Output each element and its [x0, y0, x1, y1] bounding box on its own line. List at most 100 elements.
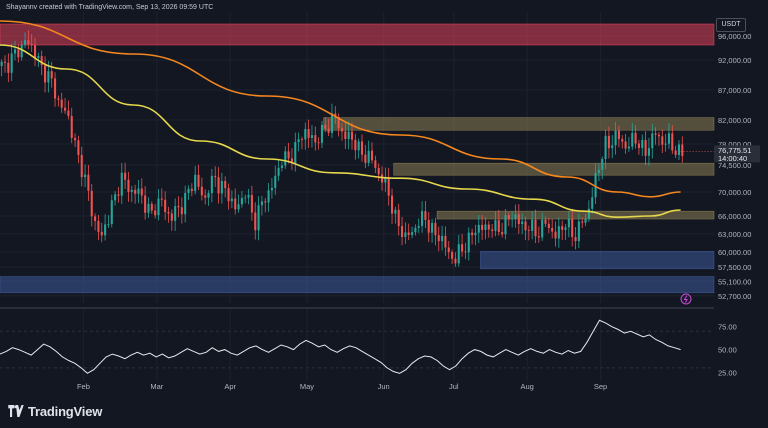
- candle-body: [140, 188, 143, 196]
- price-zone: [393, 162, 715, 176]
- candle-body: [344, 131, 347, 139]
- candle-body: [631, 132, 634, 147]
- candle-body: [354, 139, 357, 151]
- candle-body: [407, 232, 410, 235]
- time-tick-label: Mar: [150, 382, 163, 391]
- price-tick-label: 63,000.00: [718, 230, 751, 239]
- candle-body: [320, 124, 324, 143]
- price-tick-label: 52,700.00: [718, 292, 751, 301]
- price-tick-label: 70,000.00: [718, 188, 751, 197]
- candle-body: [507, 215, 510, 220]
- candle-body: [401, 226, 404, 237]
- candle-body: [454, 258, 457, 264]
- candle-body: [234, 198, 237, 210]
- candle-body: [297, 139, 300, 143]
- candle-body: [427, 219, 430, 233]
- candle-body: [441, 235, 444, 242]
- rsi-tick-label: 75.00: [718, 323, 737, 332]
- time-axis[interactable]: Feb Mar Apr May Jun Jul Aug Sep: [0, 380, 768, 394]
- candle-body: [501, 232, 504, 235]
- candle-body: [377, 167, 380, 175]
- candle-body: [33, 45, 37, 58]
- candle-body: [347, 131, 350, 139]
- rsi-tick-label: 50.00: [718, 346, 737, 355]
- candle-body: [591, 197, 594, 209]
- candle-body: [571, 218, 574, 238]
- price-tick-label: 87,000.00: [718, 86, 751, 95]
- candle-body: [681, 144, 684, 156]
- candle-body: [314, 135, 317, 143]
- candle-body: [287, 151, 290, 159]
- candle-body: [564, 227, 567, 230]
- pane-divider[interactable]: [0, 307, 714, 309]
- candle-body: [180, 207, 183, 215]
- price-zone: [0, 276, 715, 294]
- candle-body: [644, 139, 647, 156]
- candle-body: [461, 244, 464, 252]
- candle-body: [404, 232, 407, 237]
- candle-body: [421, 211, 424, 226]
- candle-body: [164, 199, 167, 212]
- candle-body: [13, 49, 17, 54]
- candle-body: [300, 139, 303, 140]
- candle-body: [224, 180, 227, 189]
- candle-body: [94, 216, 97, 222]
- price-tick-label: 57,500.00: [718, 263, 751, 272]
- alert-icon-bolt: [683, 295, 688, 303]
- candle-body: [611, 145, 614, 149]
- candle-body: [257, 205, 260, 231]
- candle-body: [120, 172, 123, 196]
- candle-body: [244, 197, 247, 199]
- candle-body: [541, 219, 544, 238]
- candle-body: [531, 219, 534, 231]
- candle-body: [577, 221, 580, 242]
- candle-body: [517, 214, 520, 225]
- candle-body: [54, 78, 57, 99]
- candle-body: [284, 151, 287, 166]
- candle-body: [647, 148, 650, 156]
- candle-body: [104, 224, 107, 236]
- alert-icon[interactable]: [680, 293, 692, 305]
- candle-body: [397, 209, 400, 227]
- candle-body: [317, 142, 320, 144]
- candle-body: [210, 175, 213, 194]
- candle-body: [307, 129, 310, 138]
- candle-body: [380, 174, 384, 183]
- candle-body: [624, 141, 627, 149]
- candle-body: [581, 221, 584, 223]
- price-tick-label: 66,000.00: [718, 212, 751, 221]
- currency-selector[interactable]: USDT: [716, 18, 746, 32]
- candle-body: [337, 117, 340, 129]
- candle-body: [390, 195, 394, 214]
- candle-body: [220, 180, 223, 194]
- candle-body: [167, 211, 170, 214]
- candle-body: [327, 128, 330, 133]
- candle-body: [130, 189, 133, 192]
- candle-body: [457, 244, 460, 264]
- candle-body: [671, 133, 674, 151]
- candle-body: [23, 40, 27, 45]
- price-chart[interactable]: 96,000.00 92,000.00 87,000.00 82,000.00 78,0…: [0, 0, 768, 308]
- candle-body: [604, 135, 607, 160]
- candle-body: [414, 227, 417, 233]
- candle-body: [304, 129, 307, 140]
- candle-body: [657, 134, 660, 137]
- candle-body: [364, 154, 367, 163]
- candle-body: [127, 179, 130, 192]
- price-tick-label: 78,000.00: [718, 140, 751, 149]
- candle-body: [290, 158, 293, 164]
- time-tick-label: May: [300, 382, 314, 391]
- candle-body: [194, 174, 197, 192]
- time-tick-label: Sep: [594, 382, 607, 391]
- rsi-chart[interactable]: 75.00 50.00 25.00: [0, 309, 768, 389]
- candle-body: [80, 155, 83, 178]
- rsi-line: [0, 319, 681, 374]
- moving-average-line: [0, 44, 681, 219]
- candle-body: [230, 198, 233, 202]
- candle-body: [521, 221, 524, 225]
- candle-body: [90, 190, 93, 217]
- candle-body: [584, 218, 587, 223]
- candle-body: [350, 131, 354, 140]
- candle-body: [247, 194, 250, 198]
- candle-body: [324, 124, 327, 129]
